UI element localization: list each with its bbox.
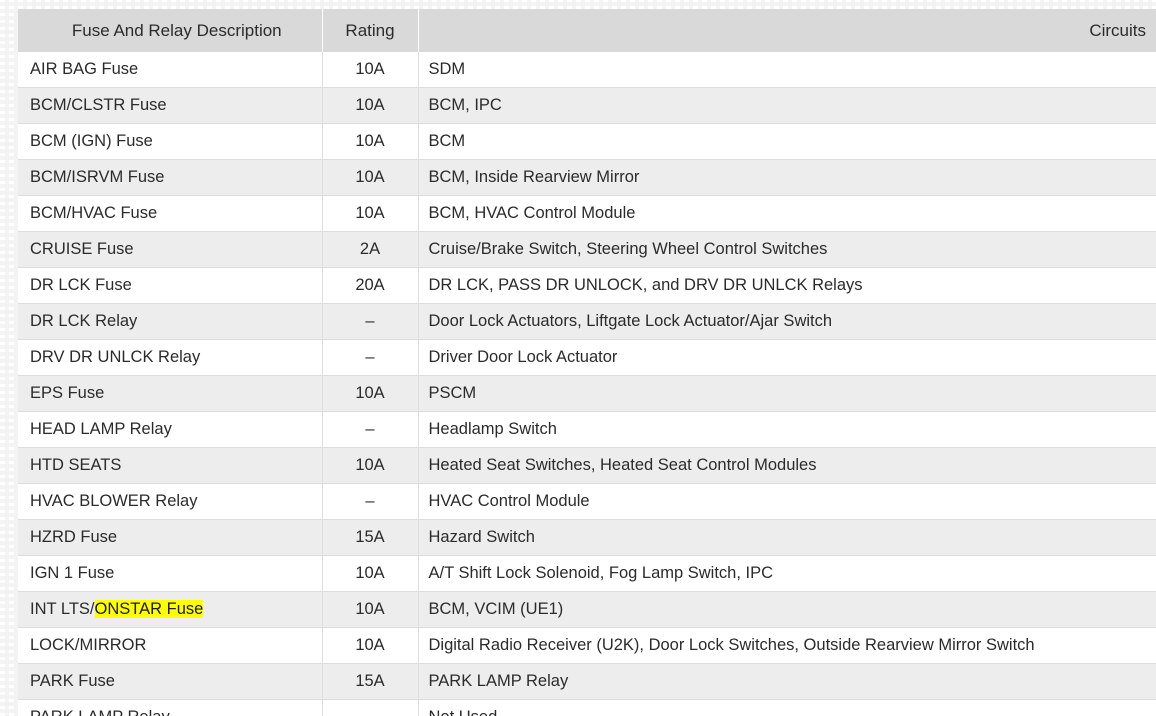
table-row: BCM/CLSTR Fuse 10A BCM, IPC [18, 87, 1156, 124]
table-row: INT LTS/ONSTAR Fuse 10A BCM, VCIM (UE1) [18, 591, 1156, 628]
cell-description: DRV DR UNLCK Relay [18, 339, 323, 376]
cell-description: HZRD Fuse [18, 519, 323, 556]
cell-rating: 10A [322, 87, 419, 124]
cell-rating: 10A [322, 555, 419, 592]
cell-description: BCM/HVAC Fuse [18, 195, 323, 232]
table-row: DR LCK Relay – Door Lock Actuators, Liftga… [18, 303, 1156, 340]
table-row: HZRD Fuse 15A Hazard Switch [18, 519, 1156, 556]
cell-rating: 10A [322, 627, 419, 664]
cell-description: CRUISE Fuse [18, 231, 323, 268]
table-row: DR LCK Fuse 20A DR LCK, PASS DR UNLOCK, an… [18, 267, 1156, 304]
table-row: BCM (IGN) Fuse 10A BCM [18, 123, 1156, 160]
cell-description: DR LCK Fuse [18, 267, 323, 304]
cell-circuits: BCM, VCIM (UE1) [418, 591, 1156, 628]
cell-rating: 20A [322, 267, 419, 304]
highlighted-text: ONSTAR Fuse [94, 600, 204, 618]
cell-description: DR LCK Relay [18, 303, 323, 340]
cell-rating: 10A [322, 447, 419, 484]
table-header-row: Fuse And Relay Description Rating Circui… [18, 9, 1156, 52]
cell-rating: – [322, 411, 419, 448]
cell-rating: 10A [322, 195, 419, 232]
table-row: BCM/ISRVM Fuse 10A BCM, Inside Rearview Mi… [18, 159, 1156, 196]
cell-rating: – [322, 339, 419, 376]
cell-circuits: Driver Door Lock Actuator [418, 339, 1156, 376]
column-header-circuits: Circuits [418, 9, 1156, 52]
table-header: Fuse And Relay Description Rating Circui… [18, 9, 1156, 52]
cell-rating: – [322, 483, 419, 520]
cell-rating: 10A [322, 591, 419, 628]
cell-description: IGN 1 Fuse [18, 555, 323, 592]
table-row: PARK Fuse 15A PARK LAMP Relay [18, 663, 1156, 700]
cell-circuits: BCM [418, 123, 1156, 160]
cell-circuits: Heated Seat Switches, Heated Seat Contro… [418, 447, 1156, 484]
cell-description: LOCK/MIRROR [18, 627, 323, 664]
table-row: AIR BAG Fuse 10A SDM [18, 52, 1156, 88]
cell-rating: 2A [322, 231, 419, 268]
fuse-relay-table-container: Fuse And Relay Description Rating Circui… [18, 9, 1156, 716]
cell-description: PARK LAMP Relay [18, 699, 323, 716]
cell-circuits: PSCM [418, 375, 1156, 412]
cell-rating: 10A [322, 375, 419, 412]
cell-circuits: Not Used [418, 699, 1156, 716]
table-row: PARK LAMP Relay–Not Used [18, 699, 1156, 716]
cell-circuits: Digital Radio Receiver (U2K), Door Lock … [418, 627, 1156, 664]
cell-description: EPS Fuse [18, 375, 323, 412]
cell-rating: 10A [322, 123, 419, 160]
cell-rating: 15A [322, 519, 419, 556]
cell-circuits: BCM, IPC [418, 87, 1156, 124]
cell-circuits: HVAC Control Module [418, 483, 1156, 520]
table-body: AIR BAG Fuse 10A SDM BCM/CLSTR Fuse 10A BCM, … [18, 52, 1156, 716]
cell-rating: 10A [322, 159, 419, 196]
cell-rating: – [322, 699, 419, 716]
cell-circuits: A/T Shift Lock Solenoid, Fog Lamp Switch… [418, 555, 1156, 592]
table-row: CRUISE Fuse 2A Cruise/Brake Switch, Steeri… [18, 231, 1156, 268]
cell-circuits: Headlamp Switch [418, 411, 1156, 448]
cell-circuits: BCM, HVAC Control Module [418, 195, 1156, 232]
cell-description: PARK Fuse [18, 663, 323, 700]
cell-description: BCM/ISRVM Fuse [18, 159, 323, 196]
table-row: EPS Fuse 10A PSCM [18, 375, 1156, 412]
column-header-rating: Rating [322, 9, 419, 52]
fuse-relay-table: Fuse And Relay Description Rating Circui… [18, 9, 1156, 716]
cell-circuits: Cruise/Brake Switch, Steering Wheel Cont… [418, 231, 1156, 268]
cell-circuits: BCM, Inside Rearview Mirror [418, 159, 1156, 196]
table-row: HEAD LAMP Relay – Headlamp Switch [18, 411, 1156, 448]
column-header-description: Fuse And Relay Description [18, 9, 323, 52]
cell-description: INT LTS/ONSTAR Fuse [18, 591, 323, 628]
cell-circuits: PARK LAMP Relay [418, 663, 1156, 700]
cell-description: HTD SEATS [18, 447, 323, 484]
cell-description: AIR BAG Fuse [18, 52, 323, 88]
cell-rating: – [322, 303, 419, 340]
cell-description: HEAD LAMP Relay [18, 411, 323, 448]
table-row: HVAC BLOWER Relay – HVAC Control Module [18, 483, 1156, 520]
cell-circuits: DR LCK, PASS DR UNLOCK, and DRV DR UNLCK… [418, 267, 1156, 304]
cell-description: HVAC BLOWER Relay [18, 483, 323, 520]
table-row: BCM/HVAC Fuse 10A BCM, HVAC Control Module [18, 195, 1156, 232]
table-row: HTD SEATS 10A Heated Seat Switches, Heated… [18, 447, 1156, 484]
cell-description: BCM (IGN) Fuse [18, 123, 323, 160]
cell-description: BCM/CLSTR Fuse [18, 87, 323, 124]
table-row: IGN 1 Fuse 10A A/T Shift Lock Solenoid, Fo… [18, 555, 1156, 592]
cell-circuits: SDM [418, 52, 1156, 88]
cell-circuits: Door Lock Actuators, Liftgate Lock Actua… [418, 303, 1156, 340]
cell-rating: 10A [322, 52, 419, 88]
cell-rating: 15A [322, 663, 419, 700]
table-row: LOCK/MIRROR 10A Digital Radio Receiver (U2… [18, 627, 1156, 664]
cell-circuits: Hazard Switch [418, 519, 1156, 556]
table-row: DRV DR UNLCK Relay – Driver Door Lock Actu… [18, 339, 1156, 376]
